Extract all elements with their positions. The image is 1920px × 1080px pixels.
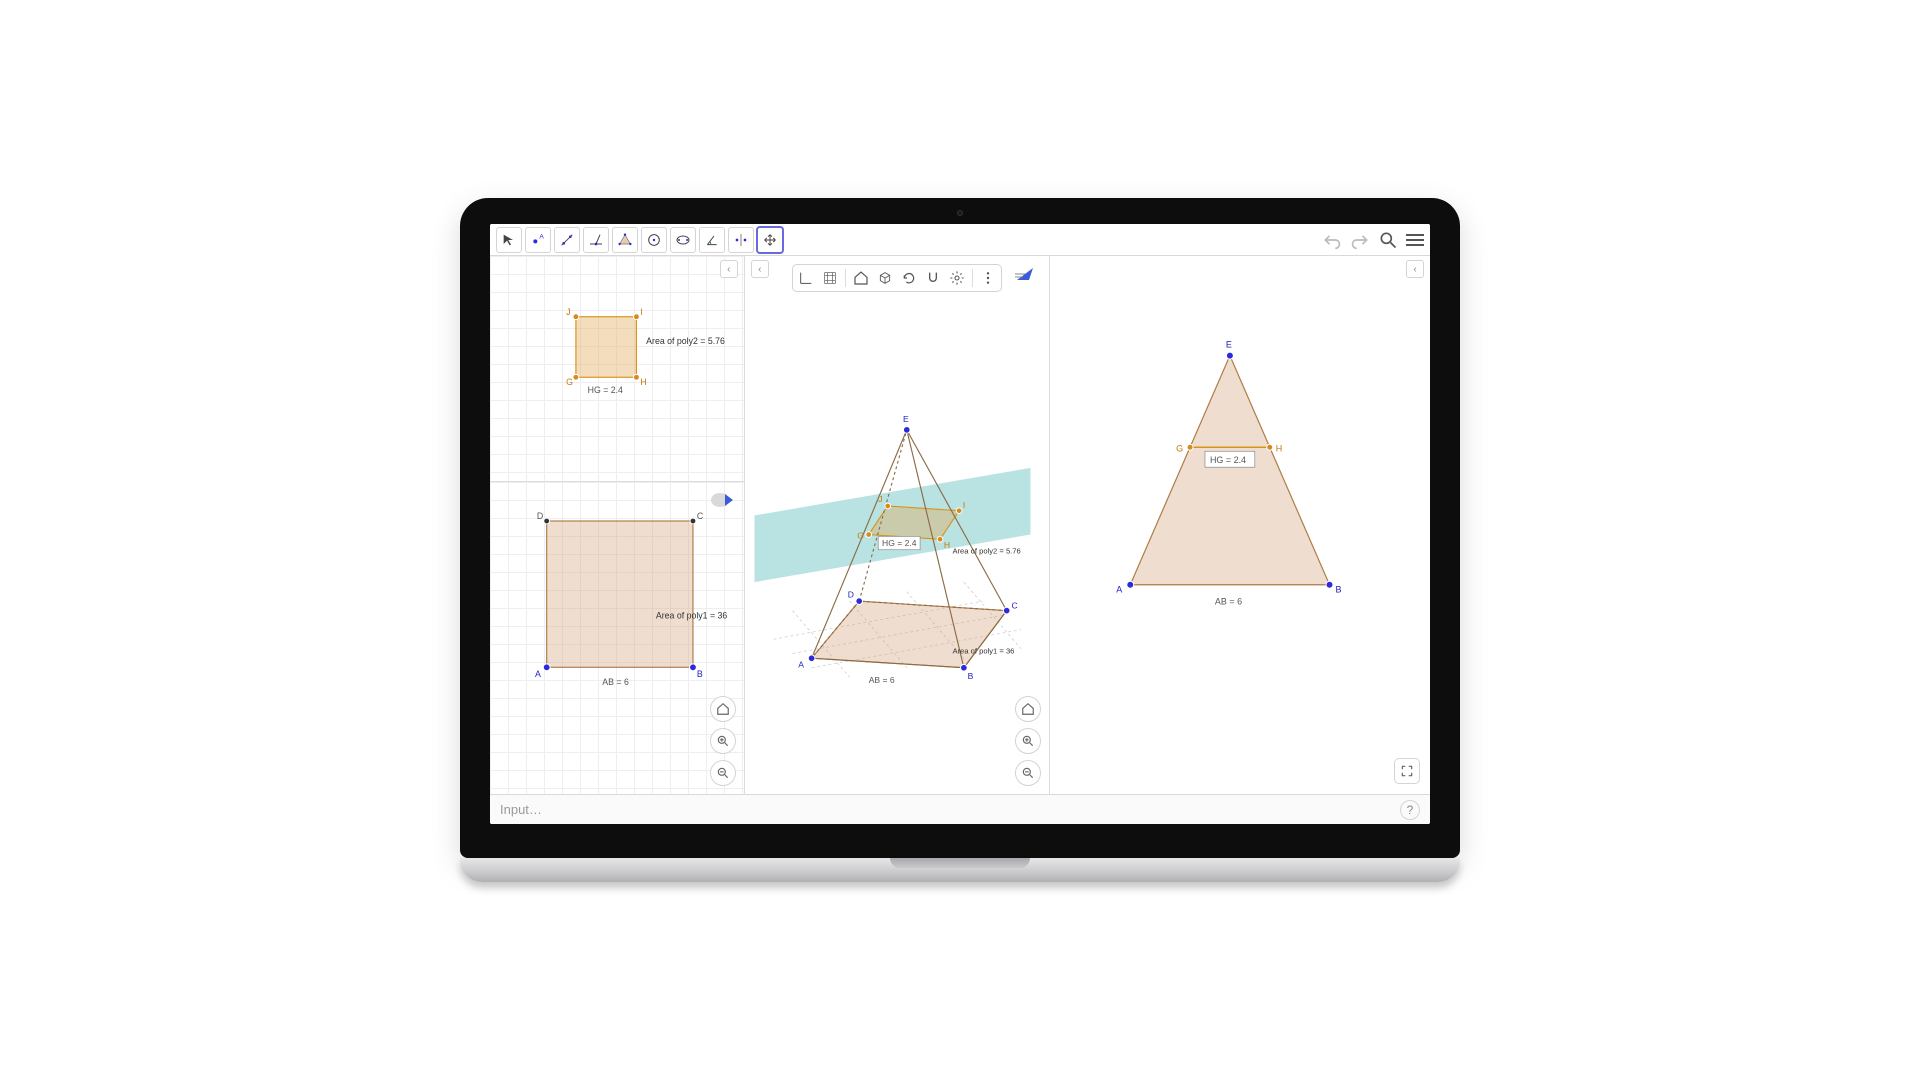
left-column: ‹ J I H G HG = 2.4 Area of p [490,256,744,794]
view-triangle[interactable]: ‹ E A B G H H [1049,256,1430,794]
tool-line[interactable] [554,227,580,253]
svg-text:B: B [1336,585,1342,595]
workspace: ‹ J I H G HG = 2.4 Area of p [490,256,1430,794]
svg-text:A: A [539,233,544,240]
svg-text:B: B [697,669,703,679]
svg-text:I: I [640,307,642,317]
tool-conic[interactable] [670,227,696,253]
zoom-in-button[interactable] [1015,728,1041,754]
svg-text:C: C [697,511,703,521]
view-poly1[interactable]: D C A B AB = 6 Area of poly1 = 36 [490,482,744,794]
home-button[interactable] [1015,696,1041,722]
svg-text:E: E [1226,340,1232,350]
search-button[interactable] [1378,230,1398,250]
menu-button[interactable] [1406,231,1424,249]
svg-text:AB = 6: AB = 6 [1215,597,1242,607]
laptop-notch [890,858,1030,868]
svg-text:I: I [963,500,965,510]
zoom-out-button[interactable] [710,760,736,786]
svg-text:H: H [944,540,950,550]
input-bar[interactable]: Input… ? [490,794,1430,824]
svg-text:A: A [798,660,804,670]
left-view-controls [710,696,736,786]
help-button[interactable]: ? [1400,800,1420,820]
svg-text:D: D [848,589,854,599]
home-button[interactable] [710,696,736,722]
laptop-base [460,858,1460,882]
svg-text:J: J [566,307,570,317]
svg-text:HG = 2.4: HG = 2.4 [882,538,917,548]
svg-text:G: G [1176,443,1183,453]
svg-text:A: A [535,669,541,679]
undo-button[interactable] [1322,230,1342,250]
main-toolbar: A [490,224,1430,256]
tool-point[interactable]: A [525,227,551,253]
tool-reflect[interactable] [728,227,754,253]
app-window: A [490,224,1430,824]
cube-icon[interactable] [874,267,896,289]
more-icon[interactable] [977,267,999,289]
svg-text:AB = 6: AB = 6 [869,675,895,685]
view3d-toolbar [792,264,1002,292]
svg-text:G: G [857,530,864,540]
grid-icon[interactable] [819,267,841,289]
svg-text:E: E [903,414,909,424]
magnet-icon[interactable] [922,267,944,289]
svg-text:C: C [1011,601,1017,611]
laptop-bezel: A [460,198,1460,858]
poly1-canvas: D C A B AB = 6 Area of poly1 = 36 [490,482,744,794]
poly2-canvas: J I H G HG = 2.4 Area of poly2 = 5.76 [490,256,744,481]
tool-circle[interactable] [641,227,667,253]
fullscreen-button[interactable] [1394,758,1420,784]
zoom-out-button[interactable] [1015,760,1041,786]
tool-perpendicular[interactable] [583,227,609,253]
redo-button[interactable] [1350,230,1370,250]
laptop-mockup: A [460,198,1460,882]
view-logo-icon [1015,266,1039,287]
svg-text:H: H [640,377,646,387]
tool-polygon[interactable] [612,227,638,253]
poly2-area-label: Area of poly2 = 5.76 [646,336,725,346]
view-logo-icon [710,492,734,513]
svg-text:Area of poly1 = 36: Area of poly1 = 36 [952,646,1014,655]
svg-text:A: A [1117,585,1123,595]
svg-text:J: J [878,494,882,504]
view-poly2[interactable]: ‹ J I H G HG = 2.4 Area of p [490,256,744,482]
triangle-canvas: E A B G H HG = 2.4 AB = 6 [1050,256,1430,794]
poly1-area-label: Area of poly1 = 36 [656,610,728,620]
svg-text:B: B [967,671,973,681]
svg-text:HG = 2.4: HG = 2.4 [1210,455,1246,465]
svg-text:H: H [1276,443,1282,453]
svg-text:D: D [537,511,543,521]
svg-text:Area of poly2 = 5.76: Area of poly2 = 5.76 [952,547,1020,556]
tool-angle[interactable] [699,227,725,253]
axes-icon[interactable] [795,267,817,289]
home-icon[interactable] [850,267,872,289]
pyramid-canvas: E A B C D G H I J HG = 2.4 AB = 6 Area o… [745,256,1050,794]
zoom-in-button[interactable] [710,728,736,754]
mid-view-controls [1015,696,1041,786]
view-3d[interactable]: ‹ [744,256,1050,794]
rotate-icon[interactable] [898,267,920,289]
tool-group-right [1322,230,1424,250]
tool-translate[interactable] [757,227,783,253]
poly1-side-label: AB = 6 [602,677,629,687]
tool-move[interactable] [496,227,522,253]
laptop-camera [957,210,963,216]
input-placeholder: Input… [500,802,542,817]
poly2-side-label: HG = 2.4 [588,385,623,395]
svg-text:G: G [566,377,573,387]
tool-group-left: A [496,227,783,253]
settings-icon[interactable] [946,267,968,289]
